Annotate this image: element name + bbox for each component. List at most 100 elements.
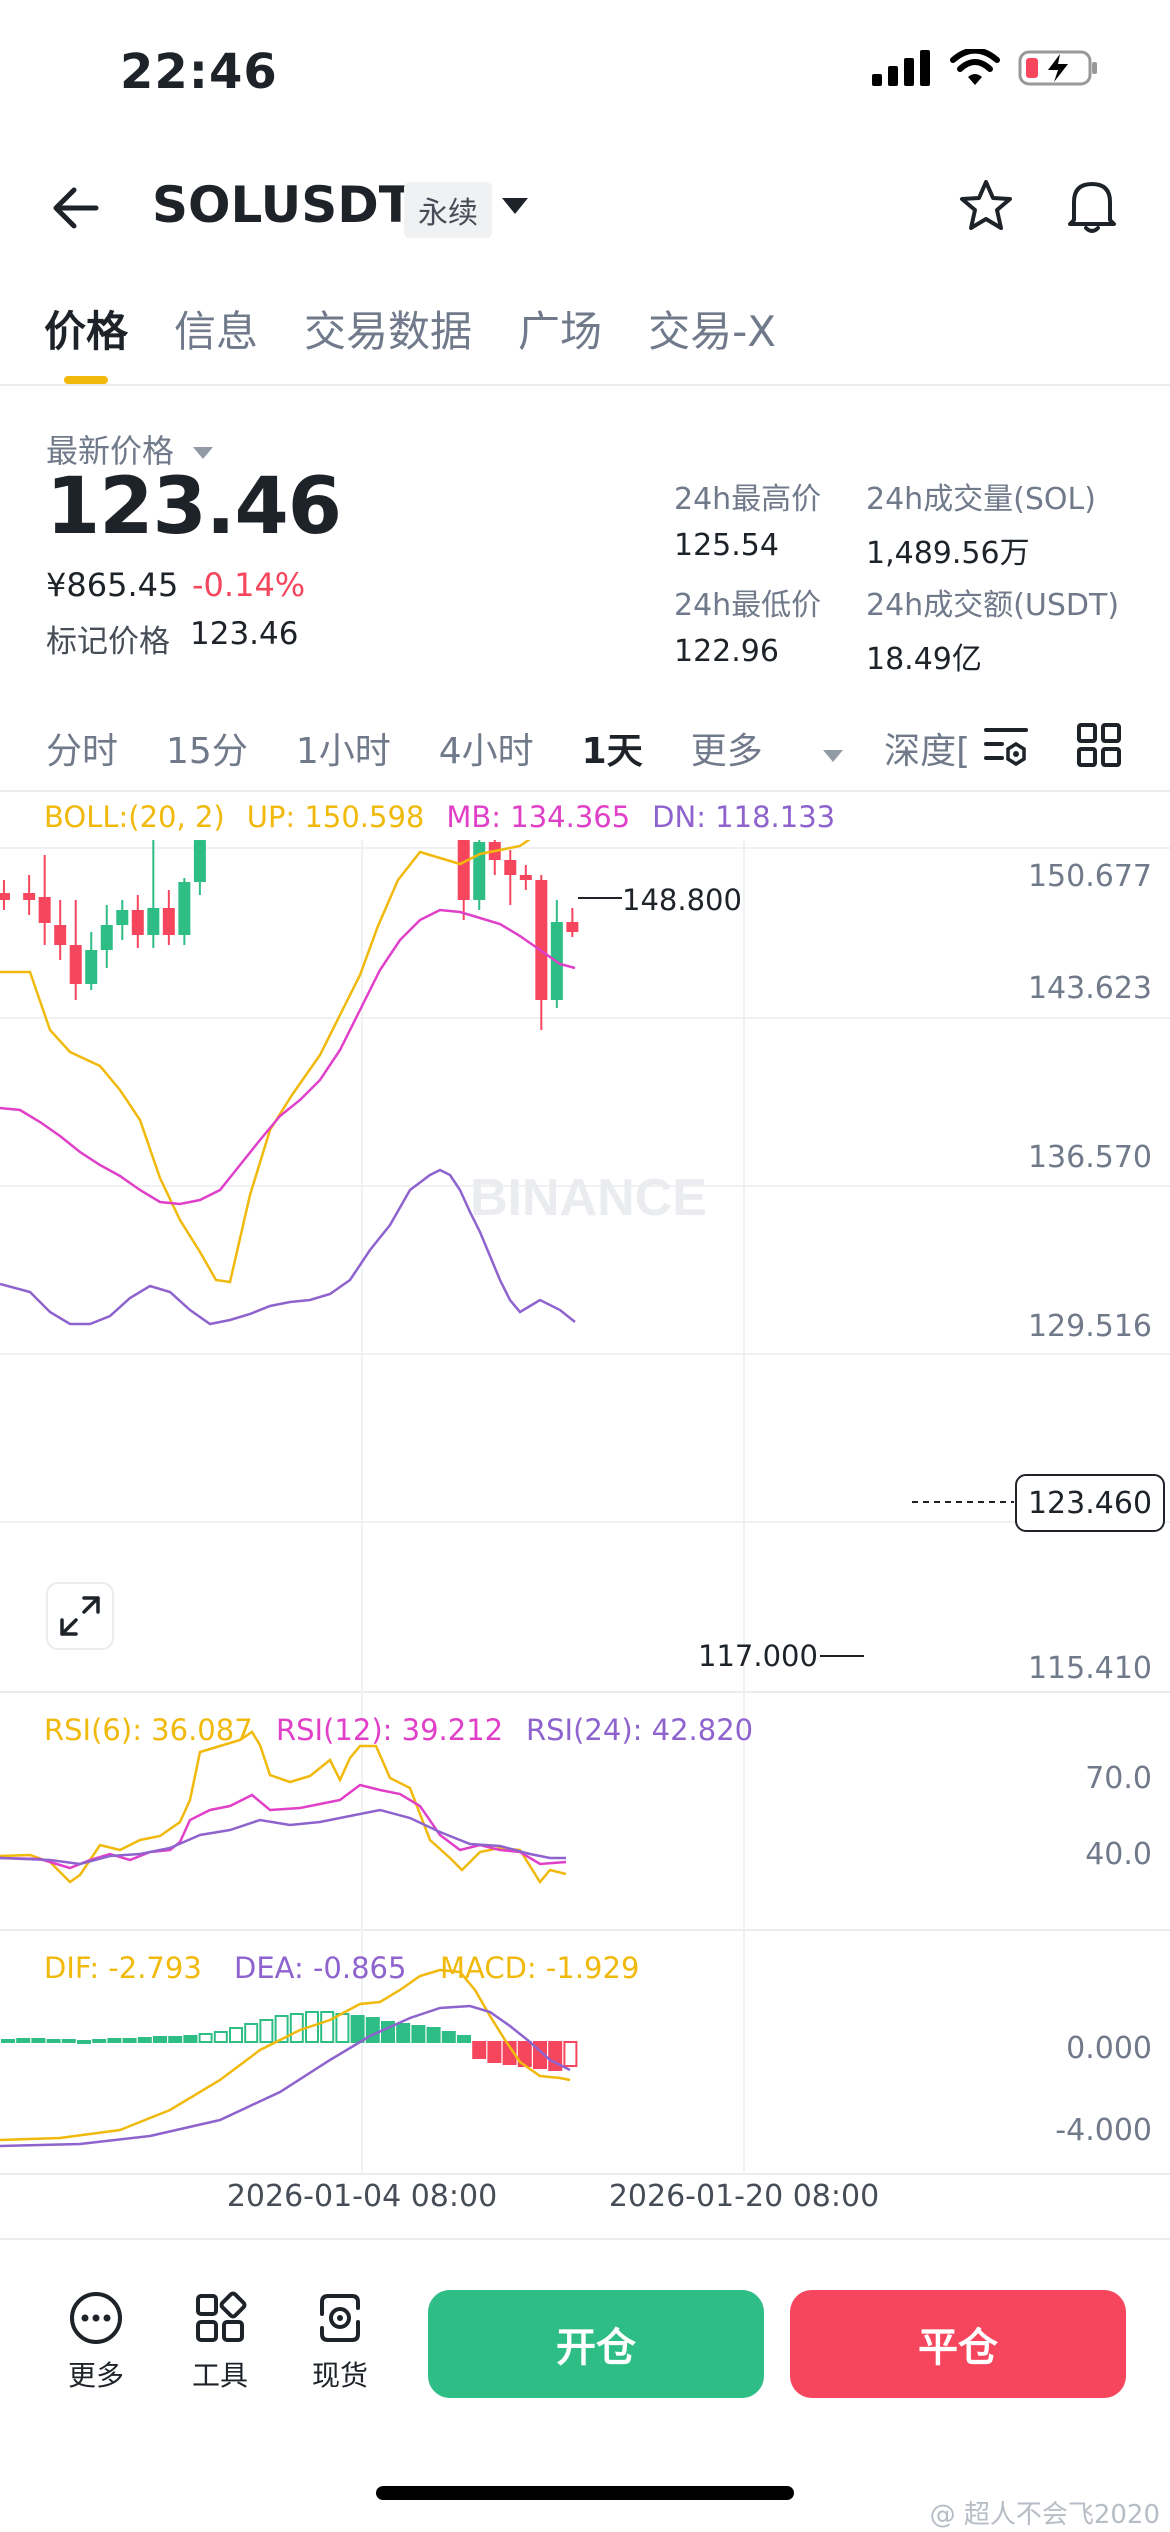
symbol-dropdown-icon[interactable] [500, 196, 530, 216]
macd-histogram-bar [289, 2013, 304, 2043]
rsi12-label: RSI(12): 39.212 [276, 1713, 503, 1747]
close-position-button[interactable]: 平仓 [790, 2290, 1126, 2398]
caret-down-icon [823, 750, 844, 762]
battery-charging-icon [1018, 50, 1097, 86]
macd-histogram-bar [472, 2041, 487, 2059]
more-dots-icon [70, 2292, 122, 2344]
interval-1h[interactable]: 1小时 [295, 731, 391, 772]
cellular-signal-icon [872, 50, 930, 86]
tab-price[interactable]: 价格 [44, 307, 129, 356]
chart-settings-icon[interactable] [982, 724, 1030, 768]
high-annotation: 148.800 [622, 883, 742, 917]
stat-24h-volume: 24h成交量(SOL) 1,489.56万 [866, 474, 1096, 572]
footer-watermark: @ 超人不会飞2020 [929, 2500, 1160, 2530]
macd-histogram-bar [396, 2023, 411, 2043]
candle-body [162, 908, 175, 935]
favorite-star-icon[interactable] [958, 178, 1014, 234]
macd-histogram-bar [365, 2017, 380, 2043]
layout-grid-icon[interactable] [1076, 722, 1122, 768]
divider [0, 2238, 1170, 2240]
macd-histogram-bar [411, 2025, 426, 2043]
rsi24-label: RSI(24): 42.820 [526, 1713, 753, 1747]
candle-body [54, 925, 67, 945]
bottom-tools-label: 工具 [192, 2359, 249, 2392]
candle-body [85, 950, 98, 984]
bottom-tools[interactable]: 工具 [192, 2290, 248, 2394]
macd-histogram-bar [122, 2038, 137, 2043]
symbol-title[interactable]: SOLUSDT [152, 176, 413, 234]
macd-histogram-bar [244, 2023, 259, 2043]
back-arrow-icon[interactable] [46, 178, 106, 238]
fullscreen-button[interactable] [46, 1582, 114, 1650]
macd-histogram-bar [153, 2036, 167, 2043]
kline-chart[interactable]: BINANCE 148.800 117.000 123.460 150.677 … [0, 840, 1170, 2250]
dea-label: DEA: -0.865 [234, 1951, 406, 1985]
macd-histogram-bar [168, 2036, 183, 2043]
boll-dn: DN: 118.133 [652, 800, 836, 834]
candle-body [116, 910, 129, 925]
candle-body [147, 908, 160, 935]
binance-watermark-logo: BINANCE [470, 1169, 707, 1227]
rsi-axis-40: 40.0 [1085, 1837, 1152, 1872]
bottom-more[interactable]: 更多 [68, 2290, 124, 2394]
interval-depth[interactable]: 深度[ [884, 731, 971, 772]
candles-group [0, 840, 579, 1030]
axis-143: 143.623 [1028, 971, 1152, 1006]
candle-body [193, 840, 206, 882]
interval-line[interactable]: 分时 [46, 731, 119, 772]
macd-histogram-bar [213, 2031, 228, 2043]
candle-body [457, 840, 470, 900]
macd-histogram-bar [457, 2035, 471, 2043]
candle-body [535, 880, 548, 1000]
candle-body [131, 910, 144, 935]
date-label-1: 2026-01-04 08:00 [227, 2179, 497, 2214]
macd-histogram-bar [31, 2038, 46, 2043]
tab-trade-x[interactable]: 交易-X [648, 307, 776, 356]
macd-histogram-bar [61, 2039, 76, 2043]
status-icons [872, 48, 1100, 88]
macd-histogram-bar [183, 2035, 198, 2043]
macd-histogram-bar [229, 2027, 243, 2043]
macd-label: MACD: -1.929 [440, 1951, 639, 1985]
candle-body [178, 882, 191, 935]
interval-more[interactable]: 更多 [691, 722, 844, 774]
macd-group [0, 1968, 578, 2148]
interval-selector: 分时 15分 1小时 4小时 1天 更多 深度[ [46, 722, 1018, 774]
macd-histogram-bar [77, 2040, 91, 2044]
interval-1d[interactable]: 1天 [581, 731, 643, 772]
stat-value: 1,489.56万 [866, 536, 1030, 571]
macd-histogram-bar [320, 2011, 335, 2043]
open-position-button[interactable]: 开仓 [428, 2290, 764, 2398]
alert-bell-icon[interactable] [1064, 176, 1120, 236]
candle-body [38, 897, 51, 923]
macd-histogram-bar [198, 2033, 213, 2043]
boll-mb: MB: 134.365 [446, 800, 631, 834]
boll-up: UP: 150.598 [246, 800, 425, 834]
stat-label: 24h最低价 [674, 588, 822, 623]
macd-histogram-bar [335, 2013, 350, 2043]
latest-price-label[interactable]: 最新价格 [46, 426, 214, 472]
tools-grid-icon [196, 2291, 247, 2342]
boll-middle-line [0, 908, 576, 1206]
rsi-group [0, 1730, 567, 1885]
boll-lower-line [0, 1168, 576, 1326]
stat-value: 122.96 [674, 634, 779, 669]
tab-trading-data[interactable]: 交易数据 [304, 307, 473, 356]
divider [0, 384, 1170, 386]
boll-bands-group [0, 840, 576, 1326]
interval-4h[interactable]: 4小时 [438, 731, 534, 772]
candle-body [504, 860, 517, 875]
rsi6-label: RSI(6): 36.087 [44, 1713, 253, 1747]
stat-24h-low: 24h最低价 122.96 [674, 580, 821, 669]
macd-histogram-bar [563, 2041, 578, 2067]
macd-histogram-bar [107, 2038, 122, 2043]
bottom-spot[interactable]: 现货 [312, 2290, 368, 2394]
candle-body [23, 893, 36, 900]
tab-info[interactable]: 信息 [174, 307, 259, 356]
stat-24h-high: 24h最高价 125.54 [674, 474, 821, 563]
tab-square[interactable]: 广场 [518, 307, 603, 356]
interval-15m[interactable]: 15分 [166, 731, 248, 772]
latest-price: 123.46 [46, 462, 342, 552]
home-indicator [376, 2486, 794, 2500]
macd-histogram-bar [487, 2041, 502, 2063]
